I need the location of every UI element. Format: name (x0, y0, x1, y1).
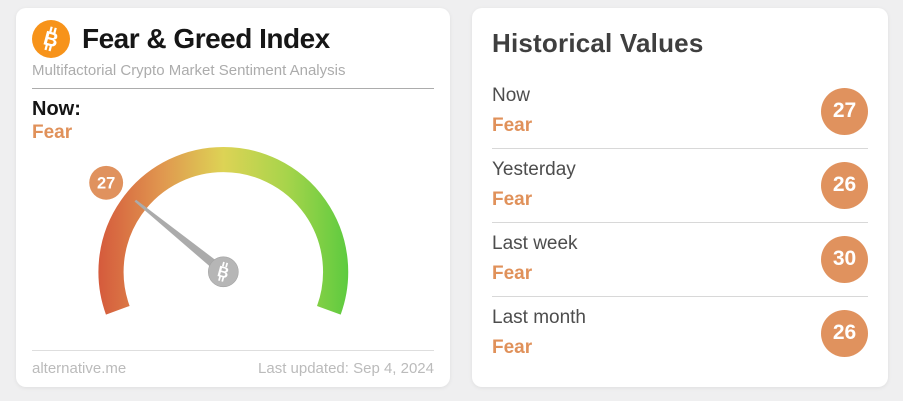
svg-text:B: B (215, 263, 230, 282)
header-divider (32, 88, 434, 89)
now-label: Now: (32, 98, 81, 120)
history-row-last-week: Last week Fear 30 (492, 223, 868, 297)
history-row-last-month: Last month Fear 26 (492, 297, 868, 370)
history-value-badge: 27 (821, 87, 868, 135)
gauge-arc (98, 146, 349, 315)
svg-text:B: B (41, 27, 61, 52)
gauge-chart: 27 B (89, 146, 349, 315)
history-value-badge: 30 (821, 235, 868, 283)
fear-greed-card: B Fear & Greed Index Multifactorial Cryp… (16, 8, 450, 387)
card-subtitle: Multifactorial Crypto Market Sentiment A… (32, 62, 346, 79)
gauge-hub-bitcoin-icon: B (208, 256, 239, 287)
historical-values-card: Historical Values Now Fear 27 Yesterday … (472, 8, 888, 387)
history-period-label: Yesterday (492, 159, 576, 180)
history-value-badge: 26 (821, 309, 868, 357)
page-title: Fear & Greed Index (82, 23, 330, 54)
history-row-now: Now Fear 27 (492, 75, 868, 149)
card-header: B Fear & Greed Index (32, 20, 434, 58)
history-classification: Fear (492, 337, 533, 358)
history-row-text: Now Fear (492, 85, 532, 137)
history-classification: Fear (492, 189, 533, 210)
gauge-needle (134, 199, 231, 280)
history-period-label: Last month (492, 307, 586, 328)
history-row-text: Yesterday Fear (492, 159, 576, 211)
now-classification: Fear (32, 122, 73, 143)
history-value-badge: 26 (821, 161, 868, 209)
history-period-label: Now (492, 85, 531, 106)
historical-values-title: Historical Values (492, 28, 704, 58)
bitcoin-icon: B (32, 20, 70, 58)
source-link[interactable]: alternative.me (32, 360, 127, 377)
gauge-value-badge: 27 (89, 165, 124, 200)
card-footer: alternative.me Last updated: Sep 4, 2024 (32, 350, 434, 377)
history-row-text: Last month Fear (492, 307, 586, 359)
history-row-text: Last week Fear (492, 233, 578, 285)
history-classification: Fear (492, 115, 533, 136)
last-updated-text: Last updated: Sep 4, 2024 (258, 360, 434, 377)
gauge-value-text: 27 (97, 174, 115, 192)
history-classification: Fear (492, 263, 533, 284)
page-background: B Fear & Greed Index Multifactorial Cryp… (16, 8, 888, 387)
history-row-yesterday: Yesterday Fear 26 (492, 149, 868, 223)
history-period-label: Last week (492, 233, 578, 254)
